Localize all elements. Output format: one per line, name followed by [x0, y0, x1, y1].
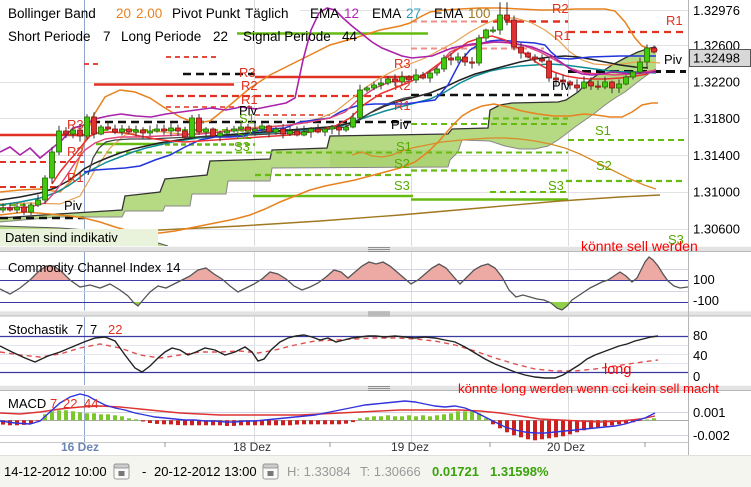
svg-text:16 Dez: 16 Dez: [61, 440, 99, 454]
svg-text:1.32200: 1.32200: [693, 75, 740, 90]
svg-text:Piv: Piv: [552, 78, 571, 93]
svg-text:Täglich: Täglich: [245, 6, 289, 21]
svg-text:1.31800: 1.31800: [693, 111, 740, 126]
svg-text:2.00: 2.00: [136, 6, 162, 21]
svg-text:R1: R1: [67, 170, 84, 185]
svg-text:20: 20: [116, 6, 131, 21]
svg-text:S3: S3: [234, 139, 250, 154]
svg-text:könnte long werden wenn cci ke: könnte long werden wenn cci kein sell ma…: [458, 381, 719, 396]
svg-text:100: 100: [468, 6, 491, 21]
svg-text:S3: S3: [394, 178, 410, 193]
svg-text:44: 44: [84, 396, 98, 411]
svg-text:Commodity Channel Index: Commodity Channel Index: [8, 260, 162, 275]
svg-text:80: 80: [693, 328, 707, 343]
svg-text:R3: R3: [394, 56, 411, 71]
svg-text:1.31400: 1.31400: [693, 148, 740, 163]
svg-text:EMA: EMA: [310, 6, 339, 21]
svg-text:7: 7: [90, 322, 97, 337]
svg-text:S1: S1: [239, 111, 255, 126]
svg-text:R3: R3: [239, 65, 256, 80]
svg-text:1.32498: 1.32498: [693, 51, 740, 66]
svg-text:S2: S2: [394, 156, 410, 171]
svg-text:44: 44: [342, 29, 358, 44]
svg-text:Piv: Piv: [64, 198, 83, 213]
svg-text:0.001: 0.001: [693, 405, 726, 420]
svg-text:14: 14: [166, 260, 180, 275]
svg-text:Stochastik: Stochastik: [8, 322, 68, 337]
svg-text:Bollinger Band: Bollinger Band: [8, 6, 96, 21]
svg-text:Signal Periode: Signal Periode: [243, 29, 331, 44]
svg-text:S2: S2: [596, 158, 612, 173]
svg-text:S1: S1: [396, 139, 412, 154]
svg-text:19 Dez: 19 Dez: [391, 440, 429, 454]
svg-text:R2: R2: [552, 1, 569, 16]
svg-text:R1: R1: [554, 28, 571, 43]
svg-text:R1: R1: [241, 92, 258, 107]
svg-text:Piv: Piv: [239, 103, 258, 118]
svg-text:22: 22: [108, 322, 122, 337]
svg-text:R2: R2: [241, 78, 258, 93]
svg-text:Short Periode: Short Periode: [8, 29, 91, 44]
svg-text:S1: S1: [595, 123, 611, 138]
svg-text:R2: R2: [67, 144, 84, 159]
svg-text:0.01721: 0.01721: [432, 464, 479, 479]
svg-text:1.31000: 1.31000: [693, 185, 740, 200]
svg-text:1.32976: 1.32976: [693, 3, 740, 18]
svg-text:20 Dez: 20 Dez: [547, 440, 585, 454]
svg-text:-0.002: -0.002: [693, 428, 730, 443]
svg-text:T: 1.30666: T: 1.30666: [360, 464, 421, 479]
svg-text:Pivot Punkt: Pivot Punkt: [172, 6, 241, 21]
svg-text:7: 7: [50, 396, 57, 411]
svg-text:-100: -100: [693, 293, 719, 308]
svg-text:R1: R1: [666, 13, 683, 28]
svg-text:S3: S3: [668, 232, 684, 247]
svg-text:27: 27: [406, 6, 421, 21]
svg-text:7: 7: [103, 29, 111, 44]
svg-text:12: 12: [344, 6, 359, 21]
svg-text:R3: R3: [67, 117, 84, 132]
svg-text:40: 40: [693, 348, 707, 363]
svg-text:R2: R2: [394, 78, 411, 93]
svg-text:7: 7: [76, 322, 83, 337]
svg-text:22: 22: [63, 396, 77, 411]
svg-text:long: long: [604, 362, 631, 378]
svg-text:1.30600: 1.30600: [693, 222, 740, 237]
svg-text:H: 1.33084: H: 1.33084: [287, 464, 351, 479]
svg-text:Piv: Piv: [391, 117, 410, 132]
svg-text:Long Periode: Long Periode: [121, 29, 201, 44]
svg-text:20-12-2012 13:00: 20-12-2012 13:00: [154, 464, 257, 479]
svg-text:14-12-2012 10:00: 14-12-2012 10:00: [4, 464, 107, 479]
svg-text:S3: S3: [548, 178, 564, 193]
svg-text:-: -: [142, 464, 146, 479]
svg-text:100: 100: [693, 272, 715, 287]
svg-text:R1: R1: [394, 98, 411, 113]
svg-text:S2: S2: [236, 127, 252, 142]
svg-text:Daten sind indikativ: Daten sind indikativ: [5, 230, 118, 245]
svg-text:könnte sell werden: könnte sell werden: [581, 238, 698, 254]
svg-text:Piv: Piv: [664, 52, 683, 67]
svg-text:22: 22: [213, 29, 228, 44]
svg-text:1.31598%: 1.31598%: [490, 464, 549, 479]
svg-text:EMA: EMA: [434, 6, 463, 21]
svg-text:18 Dez: 18 Dez: [233, 440, 271, 454]
svg-text:EMA: EMA: [372, 6, 401, 21]
svg-text:MACD: MACD: [8, 396, 46, 411]
svg-text:0: 0: [693, 369, 700, 384]
